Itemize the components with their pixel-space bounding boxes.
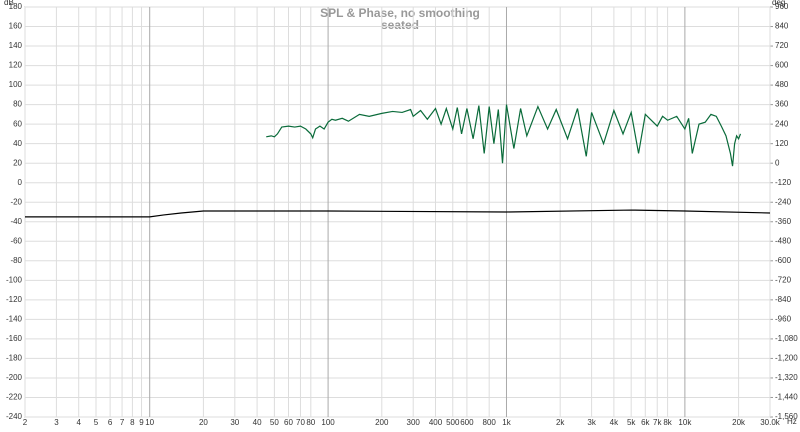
y-tick-label: -20: [10, 197, 22, 206]
x-tick-label: 400: [429, 418, 443, 427]
y-unit: dB: [4, 0, 14, 7]
y-tick-label: -160: [6, 334, 23, 343]
x-tick-label: 40: [253, 418, 262, 427]
x-tick-label: 100: [321, 418, 335, 427]
x-tick-label: 4: [76, 418, 81, 427]
y-tick-label: 60: [13, 119, 22, 128]
y2-tick-label: 120: [775, 139, 789, 148]
y2-tick-label: -1,440: [775, 393, 798, 402]
series-line: [25, 209, 771, 218]
y-tick-label: -220: [6, 393, 23, 402]
series-line: [266, 104, 742, 167]
y2-tick-label: -840: [775, 295, 792, 304]
y2-tick-label: -360: [775, 217, 792, 226]
x-tick-label: 30: [230, 418, 239, 427]
y-tick-label: -60: [10, 236, 22, 245]
y-tick-label: 180: [9, 2, 23, 11]
x-tick-label: 800: [483, 418, 497, 427]
y-tick-label: 160: [9, 22, 23, 31]
y2-tick-label: 600: [775, 61, 789, 70]
x-tick-label: 10k: [678, 418, 692, 427]
y2-tick-label: 480: [775, 80, 789, 89]
y-tick-label: 40: [13, 139, 22, 148]
x-tick-label: 2k: [556, 418, 565, 427]
x-tick-label: 9: [139, 418, 144, 427]
x-tick-label: 50: [270, 418, 279, 427]
x-tick-label: 200: [375, 418, 389, 427]
x-tick-label: 8k: [663, 418, 672, 427]
y-tick-label: -40: [10, 217, 22, 226]
y2-tick-label: -240: [775, 197, 792, 206]
x-unit: Hz: [787, 417, 797, 426]
y2-tick-label: 720: [775, 41, 789, 50]
y-tick-label: -200: [6, 373, 23, 382]
x-tick-label: 20k: [732, 418, 746, 427]
y-tick-label: -140: [6, 314, 23, 323]
x-tick-label: 7: [120, 418, 125, 427]
y-tick-label: -240: [6, 412, 23, 421]
y-tick-label: -100: [6, 275, 23, 284]
x-tick-label: 5: [94, 418, 99, 427]
y2-tick-label: -120: [775, 178, 792, 187]
x-tick-label: 70: [296, 418, 305, 427]
x-tick-label: 5k: [627, 418, 636, 427]
y-tick-label: 0: [18, 178, 23, 187]
x-tick-label: 300: [407, 418, 421, 427]
y-tick-label: 120: [9, 61, 23, 70]
y2-tick-label: -600: [775, 256, 792, 265]
y2-tick-label: 360: [775, 100, 789, 109]
x-tick-label: 3k: [587, 418, 596, 427]
y-tick-label: 20: [13, 158, 22, 167]
y2-tick-label: 840: [775, 22, 789, 31]
x-tick-label: 60: [284, 418, 293, 427]
y-tick-label: -120: [6, 295, 23, 304]
y2-unit: deg: [772, 0, 785, 7]
x-tick-label: 4k: [610, 418, 619, 427]
y-tick-label: -80: [10, 256, 22, 265]
chart-title: SPL & Phase, no smoothing: [320, 6, 480, 20]
y2-tick-label: 240: [775, 119, 789, 128]
x-tick-label: 7k: [653, 418, 662, 427]
x-tick-label: 3: [54, 418, 59, 427]
x-tick-label: 30.0k: [760, 418, 781, 427]
x-tick-label: 80: [306, 418, 315, 427]
x-tick-label: 500: [446, 418, 460, 427]
y-tick-label: 140: [9, 41, 23, 50]
x-tick-label: 8: [130, 418, 135, 427]
y2-tick-label: -1,320: [775, 373, 798, 382]
y2-tick-label: 0: [775, 158, 780, 167]
x-tick-label: 2: [23, 418, 28, 427]
x-tick-label: 6: [108, 418, 113, 427]
y2-tick-label: -480: [775, 236, 792, 245]
x-tick-label: 600: [460, 418, 474, 427]
y2-tick-label: -720: [775, 275, 792, 284]
y-tick-label: 100: [9, 80, 23, 89]
y-tick-label: -180: [6, 354, 23, 363]
y2-tick-label: 960: [775, 2, 789, 11]
y2-tick-label: -1,200: [775, 354, 798, 363]
y2-tick-label: -1,080: [775, 334, 798, 343]
chart-subtitle: seated: [381, 18, 419, 32]
x-tick-label: 1k: [502, 418, 511, 427]
y2-tick-label: -960: [775, 314, 792, 323]
x-tick-label: 20: [199, 418, 208, 427]
y-tick-label: 80: [13, 100, 22, 109]
x-tick-label: 6k: [641, 418, 650, 427]
y2-tick-label: -1,560: [775, 412, 798, 421]
x-tick-label: 10: [145, 418, 154, 427]
